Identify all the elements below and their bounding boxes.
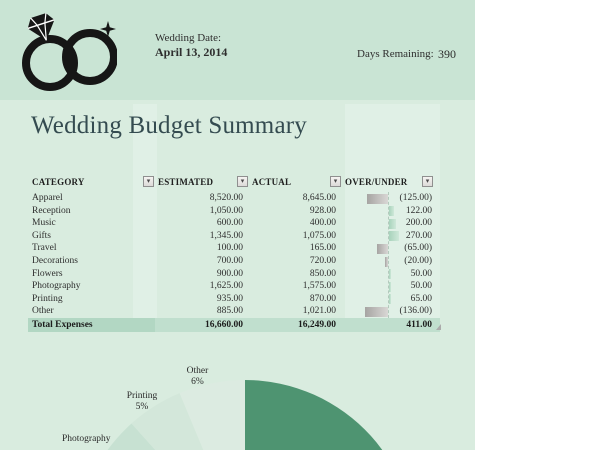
cell-category: Reception	[32, 205, 71, 216]
overunder-databar	[389, 206, 394, 217]
cell-estimated: 935.00	[216, 293, 243, 304]
overunder-databar	[366, 193, 388, 204]
table-row-music[interactable]: Music 600.00 400.00 200.00	[0, 217, 475, 230]
cell-estimated: 100.00	[216, 243, 243, 254]
total-estimated: 16,660.00	[205, 319, 243, 330]
table-row-decorations[interactable]: Decorations 700.00 720.00 (20.00)	[0, 255, 475, 268]
cell-overunder: 122.00	[405, 205, 432, 216]
cell-overunder: (20.00)	[404, 256, 432, 266]
category-sidebar: ApparelCATEGORYEngagemenBride's ringGroo…	[475, 0, 600, 450]
page-title: Wedding Budget Summary	[31, 112, 307, 139]
total-actual: 16,249.00	[298, 319, 336, 330]
cell-category: Music	[32, 218, 56, 229]
overunder-databar	[365, 306, 388, 317]
filter-dropdown-button-estimated[interactable]: ▾	[237, 176, 248, 187]
pie-slice-photography	[107, 423, 156, 450]
days-remaining-value: 390	[438, 47, 456, 61]
chevron-down-icon: ▾	[333, 177, 338, 185]
table-row-photography[interactable]: Photography 1,625.00 1,575.00 50.00	[0, 280, 475, 293]
overunder-databar	[389, 269, 391, 280]
table-row-other[interactable]: Other 885.00 1,021.00 (136.00)	[0, 305, 475, 318]
overunder-databar	[389, 294, 392, 305]
cell-overunder: 200.00	[405, 218, 432, 229]
cell-overunder: (65.00)	[404, 243, 432, 254]
overunder-databar	[384, 256, 388, 267]
cell-overunder: 270.00	[405, 230, 432, 241]
cell-actual: 720.00	[309, 256, 336, 266]
cell-overunder: 65.00	[410, 293, 432, 304]
cell-category: Other	[32, 306, 54, 317]
table-row-travel[interactable]: Travel 100.00 165.00 (65.00)	[0, 242, 475, 255]
pie-label-photography: Photography	[62, 434, 111, 444]
cell-actual: 870.00	[309, 293, 336, 304]
column-header-actual: ACTUAL	[252, 177, 292, 187]
cell-category: Flowers	[32, 268, 63, 279]
cell-actual: 165.00	[309, 243, 336, 254]
pie-label-printing: Printing 5%	[126, 391, 158, 412]
cell-category: Gifts	[32, 230, 51, 241]
pie-slice-other	[179, 380, 245, 450]
cell-estimated: 900.00	[216, 268, 243, 279]
cell-actual: 1,575.00	[302, 281, 336, 292]
spreadsheet-area: Wedding Date: April 13, 2014 Days Remain…	[0, 0, 475, 450]
table-row-flowers[interactable]: Flowers 900.00 850.00 50.00	[0, 268, 475, 281]
header-band	[0, 0, 475, 100]
wedding-date-value: April 13, 2014	[155, 45, 228, 59]
filter-dropdown-button-overunder[interactable]: ▾	[422, 176, 433, 187]
overunder-databar	[377, 243, 388, 254]
cell-estimated: 885.00	[216, 306, 243, 317]
column-header-overunder: OVER/UNDER	[345, 177, 408, 187]
cell-category: Travel	[32, 243, 57, 254]
cell-estimated: 600.00	[216, 218, 243, 229]
cell-estimated: 1,050.00	[209, 205, 243, 216]
cell-actual: 928.00	[309, 205, 336, 216]
cell-overunder: 50.00	[410, 281, 432, 292]
table-row-apparel[interactable]: Apparel 8,520.00 8,645.00 (125.00)	[0, 192, 475, 205]
overunder-databar	[389, 231, 399, 242]
cell-estimated: 1,345.00	[209, 230, 243, 241]
column-header-category: CATEGORY	[32, 177, 85, 187]
table-row-gifts[interactable]: Gifts 1,345.00 1,075.00 270.00	[0, 230, 475, 243]
total-overunder: 411.00	[406, 319, 432, 330]
pie-slice-printing	[131, 393, 204, 450]
filter-dropdown-button-actual[interactable]: ▾	[330, 176, 341, 187]
column-header-estimated: ESTIMATED	[158, 177, 214, 187]
databar-axis	[388, 192, 389, 318]
overunder-databar	[389, 218, 397, 229]
cell-overunder: (136.00)	[399, 306, 432, 317]
cell-estimated: 700.00	[216, 256, 243, 266]
wedding-date-label: Wedding Date:	[155, 32, 222, 44]
overunder-databar	[389, 281, 391, 292]
cell-actual: 400.00	[309, 218, 336, 229]
budget-pie-chart	[107, 380, 383, 450]
total-row[interactable]: Total Expenses 16,660.00 16,249.00 411.0…	[0, 319, 475, 333]
table-row-reception[interactable]: Reception 1,050.00 928.00 122.00	[0, 205, 475, 218]
cell-actual: 8,645.00	[302, 193, 336, 203]
cell-estimated: 1,625.00	[209, 281, 243, 292]
pie-slice-apparel	[245, 380, 383, 450]
filter-dropdown-button-category[interactable]: ▾	[143, 176, 154, 187]
cell-category: Printing	[32, 293, 63, 304]
cell-actual: 1,021.00	[302, 306, 336, 317]
cell-category: Apparel	[32, 193, 63, 203]
total-row-name-cell	[28, 318, 155, 332]
total-label: Total Expenses	[32, 319, 93, 330]
cell-overunder: (125.00)	[399, 193, 432, 203]
cell-overunder: 50.00	[410, 268, 432, 279]
cell-actual: 1,075.00	[302, 230, 336, 241]
chevron-down-icon: ▾	[240, 177, 245, 185]
cell-actual: 850.00	[309, 268, 336, 279]
cell-category: Decorations	[32, 256, 78, 266]
cell-category: Photography	[32, 281, 81, 292]
column-stripe	[133, 104, 157, 318]
cell-note-marker-icon	[436, 324, 441, 330]
chevron-down-icon: ▾	[146, 177, 151, 185]
chevron-down-icon: ▾	[425, 177, 430, 185]
table-row-printing[interactable]: Printing 935.00 870.00 65.00	[0, 293, 475, 306]
pie-label-other: Other 6%	[186, 366, 209, 387]
days-remaining-label: Days Remaining:	[357, 48, 434, 60]
wedding-rings-icon	[22, 13, 117, 91]
cell-estimated: 8,520.00	[209, 193, 243, 203]
